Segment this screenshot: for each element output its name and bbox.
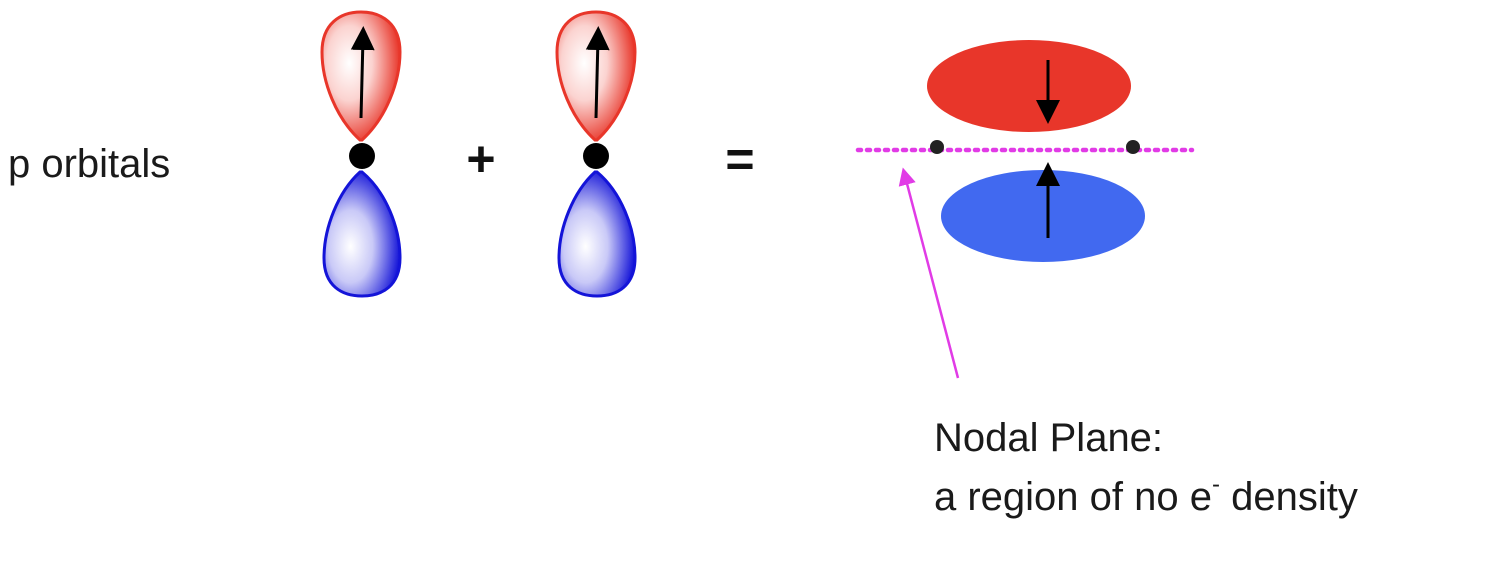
nucleus-dot-left [349,143,375,169]
electron-spin-arrow-left [350,26,375,119]
p-orbital-right [555,10,637,298]
nucleus-dot-right [583,143,609,169]
electron-spin-arrow-right [585,26,610,119]
pi-top-lobe [927,40,1131,132]
plus-sign: + [466,131,495,187]
equals-sign: = [725,131,754,187]
negative-lobe-left [322,170,402,298]
nodal-desc-prefix: a region of no e [934,475,1212,519]
p-orbital-left [320,10,402,298]
nodal-plane-pointer-arrow [898,167,960,379]
pi-bond [855,40,1195,379]
nodal-desc-suffix: density [1220,475,1358,519]
p-orbitals-label: p orbitals [8,142,171,186]
pi-bottom-lobe [941,170,1145,262]
nucleus-dot-pi-left [930,140,944,154]
nodal-plane-description: a region of no e- density [934,473,1358,519]
electron-superscript: - [1212,471,1220,498]
nodal-plane-title: Nodal Plane: [934,416,1164,460]
negative-lobe-right [557,170,637,298]
nucleus-dot-pi-right [1126,140,1140,154]
